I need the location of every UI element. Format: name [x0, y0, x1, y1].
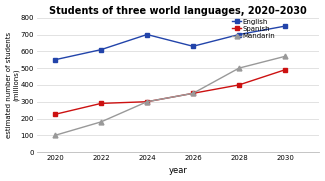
- Spanish: [191, 92, 195, 94]
- English: [99, 49, 103, 51]
- English: [145, 33, 149, 36]
- English: [237, 33, 241, 36]
- Mandarin: [237, 67, 241, 69]
- Title: Students of three world languages, 2020–2030: Students of three world languages, 2020–…: [49, 6, 307, 16]
- Mandarin: [283, 55, 287, 57]
- Spanish: [145, 101, 149, 103]
- Spanish: [283, 69, 287, 71]
- Spanish: [99, 102, 103, 104]
- English: [191, 45, 195, 47]
- Spanish: [53, 113, 57, 115]
- Mandarin: [191, 92, 195, 94]
- Line: Spanish: Spanish: [53, 67, 287, 117]
- Spanish: [237, 84, 241, 86]
- Line: Mandarin: Mandarin: [53, 54, 287, 138]
- Mandarin: [53, 134, 57, 136]
- X-axis label: year: year: [169, 167, 188, 175]
- Y-axis label: estimated number of students
(millions): estimated number of students (millions): [6, 32, 19, 138]
- Legend: English, Spanish, Mandarin: English, Spanish, Mandarin: [232, 18, 276, 39]
- English: [53, 59, 57, 61]
- Line: English: English: [53, 24, 287, 62]
- Mandarin: [99, 121, 103, 123]
- Mandarin: [145, 101, 149, 103]
- English: [283, 25, 287, 27]
